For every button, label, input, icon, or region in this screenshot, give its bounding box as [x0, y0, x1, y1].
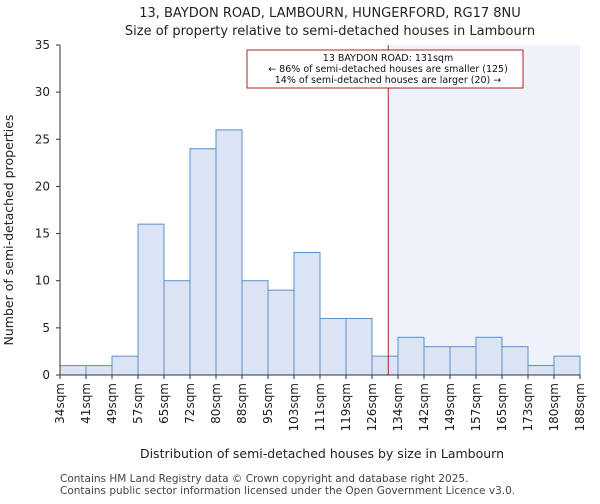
- y-tick-label: 30: [35, 85, 50, 99]
- x-tick-label: 119sqm: [339, 383, 353, 431]
- x-tick-label: 95sqm: [261, 383, 275, 424]
- x-tick-label: 111sqm: [313, 383, 327, 431]
- bar-72sqm: [189, 148, 217, 376]
- bar-57sqm: [137, 223, 165, 376]
- x-axis-title: Distribution of semi-detached houses by …: [140, 446, 504, 461]
- x-tick-label: 65sqm: [157, 383, 171, 424]
- footer-line2: Contains public sector information licen…: [60, 485, 515, 497]
- x-tick-label: 126sqm: [365, 383, 379, 431]
- x-tick-label: 134sqm: [391, 383, 405, 431]
- footer-line1: Contains HM Land Registry data © Crown c…: [60, 473, 468, 485]
- x-tick-label: 188sqm: [573, 383, 587, 431]
- x-tick-label: 41sqm: [79, 383, 93, 424]
- bar-126sqm: [371, 355, 399, 376]
- annotation-line1: 13 BAYDON ROAD: 131sqm: [323, 53, 453, 64]
- x-tick-label: 72sqm: [183, 383, 197, 424]
- y-tick-label: 5: [42, 321, 50, 335]
- y-tick-label: 10: [35, 274, 50, 288]
- y-axis-title: Number of semi-detached properties: [1, 115, 16, 346]
- x-tick-label: 49sqm: [105, 383, 119, 424]
- annotation-box-border: [246, 49, 524, 89]
- chart-title-line1: 13, BAYDON ROAD, LAMBOURN, HUNGERFORD, R…: [139, 6, 521, 21]
- bar-149sqm: [449, 346, 477, 376]
- x-tick-label: 149sqm: [443, 383, 457, 431]
- bar-49sqm: [111, 355, 139, 376]
- y-tick-label: 35: [35, 38, 50, 52]
- annotation-line3: 14% of semi-detached houses are larger (…: [275, 75, 502, 86]
- bar-165sqm: [501, 346, 529, 376]
- bar-65sqm: [163, 280, 191, 376]
- bar-142sqm: [423, 346, 451, 376]
- y-tick-label: 15: [35, 227, 50, 241]
- x-tick-label: 57sqm: [131, 383, 145, 424]
- x-tick-label: 157sqm: [469, 383, 483, 431]
- bar-173sqm: [527, 365, 555, 376]
- bar-134sqm: [397, 336, 425, 376]
- bar-157sqm: [475, 336, 503, 376]
- bar-95sqm: [267, 289, 295, 376]
- y-tick-label: 0: [42, 368, 50, 382]
- x-tick-label: 88sqm: [235, 383, 249, 424]
- x-tick-label: 34sqm: [53, 383, 67, 424]
- bars-group: [59, 129, 581, 376]
- bar-111sqm: [319, 317, 347, 376]
- y-tick-label: 25: [35, 132, 50, 146]
- chart-title-line2: Size of property relative to semi-detach…: [125, 24, 535, 39]
- x-tick-label: 180sqm: [547, 383, 561, 431]
- larger-properties-region: [388, 45, 580, 375]
- x-tick-label: 173sqm: [521, 383, 535, 431]
- bar-119sqm: [345, 317, 373, 376]
- x-ticks-group: 34sqm 41sqm 49sqm 57sqm 65sqm 72sqm 80sqm 88sqm…: [53, 375, 587, 431]
- y-ticks-group: 0 5 10 15 20 25 30 35: [35, 38, 60, 382]
- y-tick-label: 20: [35, 179, 50, 193]
- bar-88sqm: [241, 280, 269, 376]
- bar-34sqm: [59, 365, 87, 376]
- annotation-line2: ← 86% of semi-detached houses are smalle…: [268, 64, 508, 75]
- bar-180sqm: [553, 355, 581, 376]
- annotation-box: 13 BAYDON ROAD: 131sqm ← 86% of semi-det…: [246, 49, 524, 89]
- bar-103sqm: [293, 251, 321, 376]
- x-tick-label: 142sqm: [417, 383, 431, 431]
- x-tick-label: 165sqm: [495, 383, 509, 431]
- bar-80sqm: [215, 129, 243, 376]
- x-tick-label: 80sqm: [209, 383, 223, 424]
- x-tick-label: 103sqm: [287, 383, 301, 431]
- bar-41sqm: [85, 365, 113, 376]
